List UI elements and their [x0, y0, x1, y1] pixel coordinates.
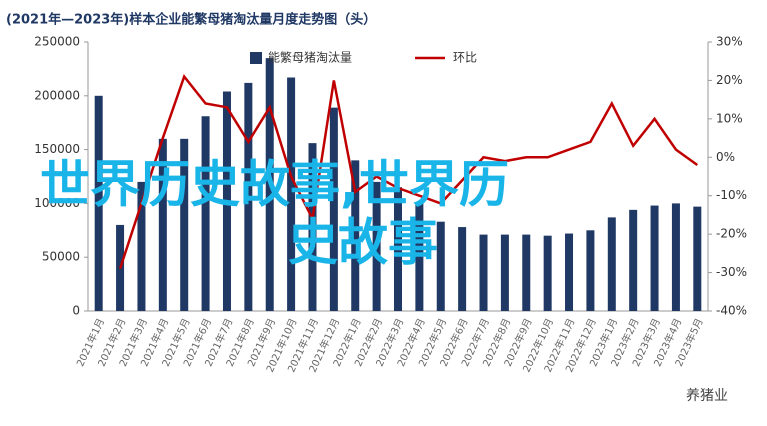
y-tick-label: 200000 [34, 88, 80, 102]
bar [137, 181, 146, 311]
y-tick-label: 250000 [34, 35, 80, 49]
bar [565, 233, 574, 311]
y2-tick-label: 30% [716, 35, 743, 49]
legend-label: 环比 [453, 51, 477, 65]
y2-tick-label: -10% [716, 188, 747, 202]
y-tick-label: 100000 [34, 196, 80, 210]
bar [650, 205, 659, 311]
bar [201, 116, 210, 311]
bar [543, 235, 552, 311]
y2-tick-label: 10% [716, 111, 743, 125]
bar [500, 234, 509, 311]
y2-tick-label: -20% [716, 227, 747, 241]
y-tick-label: 0 [72, 304, 80, 318]
bar [629, 209, 638, 311]
y-tick-label: 50000 [42, 250, 80, 264]
bar [693, 206, 702, 311]
bar [415, 203, 424, 311]
bar [94, 95, 103, 311]
y-tick-label: 150000 [34, 142, 80, 156]
bar [671, 203, 680, 311]
chart-title: (2021年—2023年)样本企业能繁母猪淘汰量月度走势图（头） [6, 12, 376, 28]
bar [458, 227, 467, 311]
bar [329, 107, 338, 311]
bar [244, 82, 253, 311]
bar [522, 234, 531, 311]
bar [158, 138, 167, 311]
line [118, 74, 699, 270]
bar [372, 181, 381, 311]
bar [308, 143, 317, 311]
y2-tick-label: -40% [716, 304, 747, 318]
bar [287, 77, 296, 312]
bar [180, 138, 189, 311]
legend-label: 能繁母猪淘汰量 [268, 50, 352, 65]
bar [586, 230, 595, 311]
legend-swatch [250, 52, 262, 64]
bar [265, 58, 274, 311]
bar [222, 91, 231, 311]
bar [436, 221, 445, 311]
bar [607, 217, 616, 311]
y2-tick-label: 0% [716, 150, 735, 164]
watermark: 养猪业 [686, 388, 728, 404]
y2-tick-label: -30% [716, 265, 747, 279]
bar [394, 187, 402, 311]
overlay-text: 世界历史故事,世界历 [40, 156, 509, 214]
bar [479, 234, 488, 311]
y2-tick-label: 20% [716, 73, 743, 87]
overlay-text: 史故事 [288, 214, 438, 272]
bar [351, 160, 360, 311]
